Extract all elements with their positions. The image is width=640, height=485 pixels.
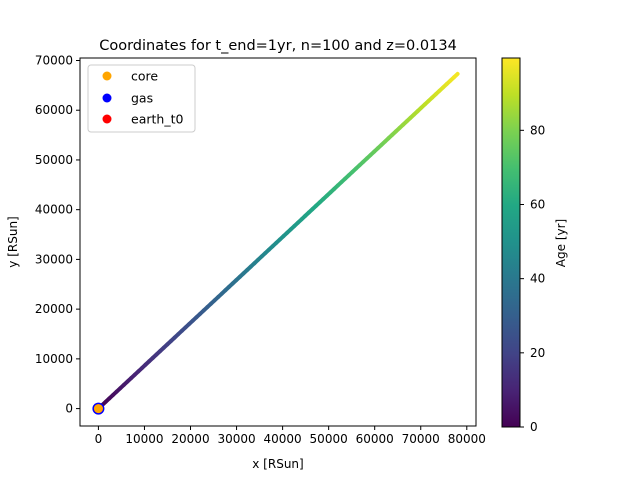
y-axis-ticks: 0 10000 20000 30000 40000 50000 60000 70000	[35, 53, 80, 416]
chart-title: Coordinates for t_end=1yr, n=100 and z=0…	[99, 38, 457, 54]
x-tick-label: 60000	[356, 432, 394, 446]
data-points	[92, 402, 105, 415]
colorbar-tick-label: 40	[530, 272, 545, 286]
x-tick-label: 50000	[310, 432, 348, 446]
x-axis-ticks: 0 10000 20000 30000 40000 50000 60000 70000 8000…	[95, 426, 486, 446]
colorbar-ticks: 0 20 40 60 80	[520, 123, 545, 434]
legend-marker-core	[102, 71, 112, 81]
legend-marker-gas	[102, 93, 112, 103]
colorbar-gradient	[501, 57, 521, 428]
y-tick-label: 40000	[35, 203, 73, 217]
legend-box	[87, 64, 196, 133]
x-tick-label: 30000	[217, 432, 255, 446]
legend-marker-earth-t0	[102, 114, 112, 124]
colorbar-tick-label: 0	[530, 420, 538, 434]
colorbar-tick-label: 60	[530, 197, 545, 211]
y-tick-label: 30000	[35, 252, 73, 266]
y-tick-label: 10000	[35, 352, 73, 366]
colorbar-label: Age [yr]	[554, 219, 568, 267]
colorbar-tick-label: 20	[530, 346, 545, 360]
legend-label-core: core	[131, 69, 158, 84]
colorbar-tick-label: 80	[530, 123, 545, 137]
x-tick-label: 80000	[448, 432, 486, 446]
legend: core gas earth_t0	[87, 64, 196, 133]
x-tick-label: 10000	[125, 432, 163, 446]
y-axis-label: y [RSun]	[6, 216, 20, 267]
trajectory	[96, 71, 460, 411]
x-axis-label: x [RSun]	[252, 457, 303, 471]
plot-frame	[79, 57, 477, 427]
trajectory-segment	[451, 71, 460, 80]
y-tick-label: 50000	[35, 153, 73, 167]
y-tick-label: 60000	[35, 103, 73, 117]
x-tick-label: 40000	[264, 432, 302, 446]
x-tick-label: 0	[95, 432, 103, 446]
x-tick-label: 20000	[171, 432, 209, 446]
core-point	[93, 404, 103, 414]
y-tick-label: 0	[65, 402, 73, 416]
legend-label-gas: gas	[131, 91, 153, 106]
y-tick-label: 70000	[35, 53, 73, 67]
y-tick-label: 20000	[35, 302, 73, 316]
x-tick-label: 70000	[402, 432, 440, 446]
colorbar: 0 20 40 60 80 Age [yr]	[501, 57, 568, 434]
legend-label-earth-t0: earth_t0	[131, 112, 183, 127]
